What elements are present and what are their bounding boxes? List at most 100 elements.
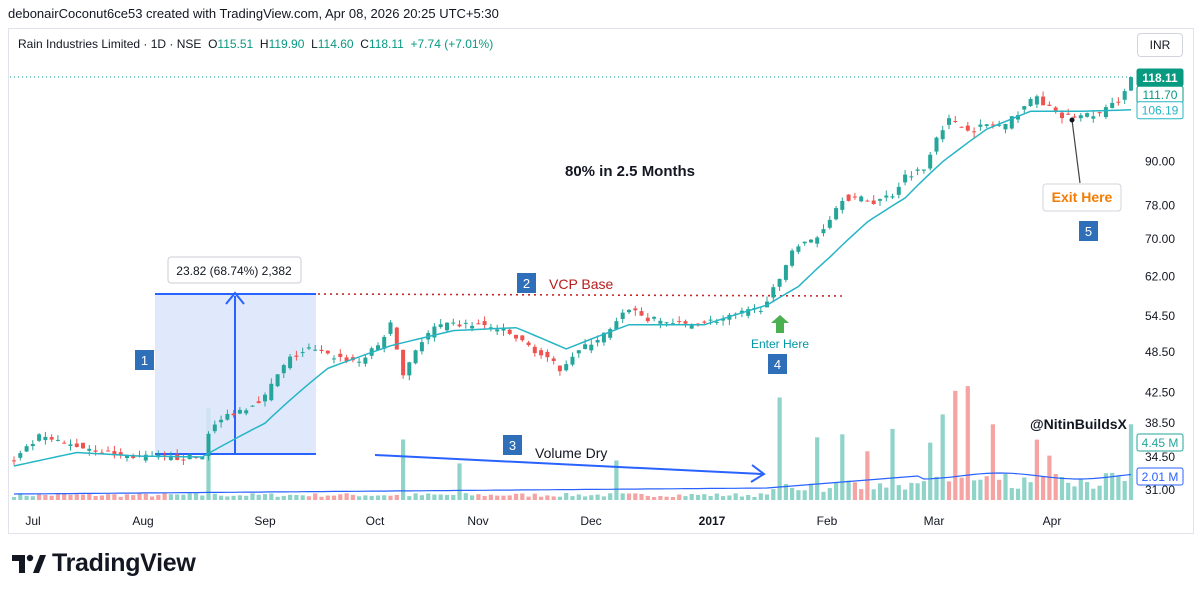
candlesticks bbox=[12, 76, 1133, 466]
volume-bar bbox=[444, 494, 450, 500]
volume-bar bbox=[131, 495, 136, 500]
volume-bar bbox=[401, 439, 406, 500]
marker-2-box[interactable] bbox=[517, 273, 536, 293]
volume-bar bbox=[1015, 488, 1021, 500]
marker-3-box[interactable] bbox=[503, 435, 522, 455]
candle-up bbox=[1034, 94, 1039, 109]
price-tick-label: 78.00 bbox=[1145, 199, 1175, 213]
candle-up bbox=[206, 431, 211, 461]
volume-bar bbox=[890, 428, 895, 500]
candle-up bbox=[357, 357, 362, 367]
axis-badge-label: 2.01 M bbox=[1142, 470, 1179, 484]
volume-bar bbox=[55, 494, 60, 500]
volume-bar bbox=[1028, 482, 1033, 500]
symbol-title[interactable]: Rain Industries Limited · 1D · NSE bbox=[18, 37, 202, 51]
candle-down bbox=[1041, 91, 1046, 106]
volume-bar bbox=[80, 494, 86, 500]
chart-frame bbox=[8, 28, 1194, 534]
volume-bar bbox=[545, 495, 550, 500]
marker-2: 2 bbox=[523, 276, 530, 291]
exit-pointer-line bbox=[1071, 119, 1081, 184]
volume-bar bbox=[156, 494, 161, 500]
volume-bar bbox=[790, 487, 795, 500]
volume-bar bbox=[1085, 482, 1090, 500]
volume-bar bbox=[1053, 474, 1058, 500]
volume-bar bbox=[827, 488, 832, 500]
volume-bar bbox=[626, 493, 632, 500]
volume-bar bbox=[262, 494, 268, 500]
currency-button[interactable]: INR bbox=[1137, 33, 1183, 57]
open-value: 115.51 bbox=[217, 37, 254, 51]
marker-4-box[interactable] bbox=[768, 354, 787, 374]
candle-down bbox=[294, 350, 299, 361]
candle-up bbox=[30, 440, 35, 451]
volume-bar bbox=[269, 493, 274, 500]
volume-bar bbox=[639, 494, 644, 500]
exit-label-box[interactable] bbox=[1042, 183, 1122, 212]
volume-bar bbox=[451, 495, 456, 500]
candle-up bbox=[237, 407, 242, 415]
candle-down bbox=[526, 340, 531, 347]
change-value: +7.74 (+7.01%) bbox=[410, 37, 494, 51]
candle-down bbox=[482, 316, 487, 329]
candle-up bbox=[1016, 111, 1020, 123]
volume-bar bbox=[30, 496, 35, 500]
candle-down bbox=[532, 344, 537, 357]
volume-bar bbox=[702, 494, 707, 500]
volume-bar bbox=[877, 483, 883, 500]
volume-bar bbox=[683, 496, 688, 500]
measure-label-box[interactable] bbox=[167, 256, 302, 284]
volume-bar bbox=[438, 494, 443, 500]
volume-bar bbox=[896, 485, 901, 500]
volume-bar bbox=[137, 493, 142, 500]
volume-bar bbox=[244, 495, 249, 500]
volume-bar bbox=[288, 494, 293, 500]
marker-1-box[interactable] bbox=[135, 350, 154, 370]
volume-bar bbox=[708, 496, 713, 500]
candle-down bbox=[990, 121, 995, 129]
candle-up bbox=[1129, 76, 1133, 92]
volume-bar bbox=[495, 495, 500, 500]
volume-bar bbox=[1072, 486, 1077, 500]
candle-up bbox=[783, 264, 788, 283]
time-axis[interactable]: Jul Aug Sep Oct Nov Dec 2017 Feb Mar Apr bbox=[25, 514, 1061, 528]
volume-bar bbox=[658, 496, 663, 500]
candle-down bbox=[677, 316, 682, 325]
candle-down bbox=[1053, 106, 1058, 114]
candle-up bbox=[915, 167, 920, 176]
candle-up bbox=[721, 315, 726, 326]
candle-up bbox=[463, 319, 468, 329]
volume-bar bbox=[463, 493, 468, 500]
time-tick-label: 2017 bbox=[699, 514, 726, 528]
candle-up bbox=[212, 420, 217, 434]
time-tick-label: Jul bbox=[25, 514, 40, 528]
volume-bar bbox=[808, 483, 814, 500]
price-axis[interactable]: 31.00 34.50 38.50 42.50 48.50 54.50 62.00 70.00… bbox=[1136, 68, 1184, 497]
volume-bar bbox=[200, 495, 205, 500]
close-label: C bbox=[360, 37, 369, 51]
tradingview-brand[interactable]: TradingView bbox=[12, 549, 196, 578]
volume-bar bbox=[49, 495, 54, 500]
volume-bar bbox=[344, 493, 349, 500]
volume-bar bbox=[783, 484, 788, 500]
candle-down bbox=[959, 126, 964, 128]
symbol-legend: Rain Industries Limited · 1D · NSE O115.… bbox=[18, 37, 493, 51]
time-tick-label: Aug bbox=[132, 514, 153, 528]
volume-bar bbox=[87, 493, 92, 500]
volume-average-line bbox=[13, 472, 1132, 495]
candle-up bbox=[1091, 111, 1096, 123]
candle-up bbox=[564, 360, 569, 372]
marker-5-box[interactable] bbox=[1079, 221, 1098, 241]
candle-down bbox=[514, 334, 518, 342]
volume-bar bbox=[764, 494, 770, 500]
volume-bar bbox=[1003, 473, 1008, 500]
volume-bar bbox=[281, 495, 286, 500]
volume-bar bbox=[306, 496, 311, 500]
enter-arrow[interactable] bbox=[771, 315, 789, 333]
candle-up bbox=[451, 318, 456, 326]
volume-bar bbox=[852, 482, 857, 500]
volume-bar bbox=[846, 480, 851, 500]
time-tick-label: Dec bbox=[580, 514, 601, 528]
volume-bar bbox=[363, 495, 368, 500]
